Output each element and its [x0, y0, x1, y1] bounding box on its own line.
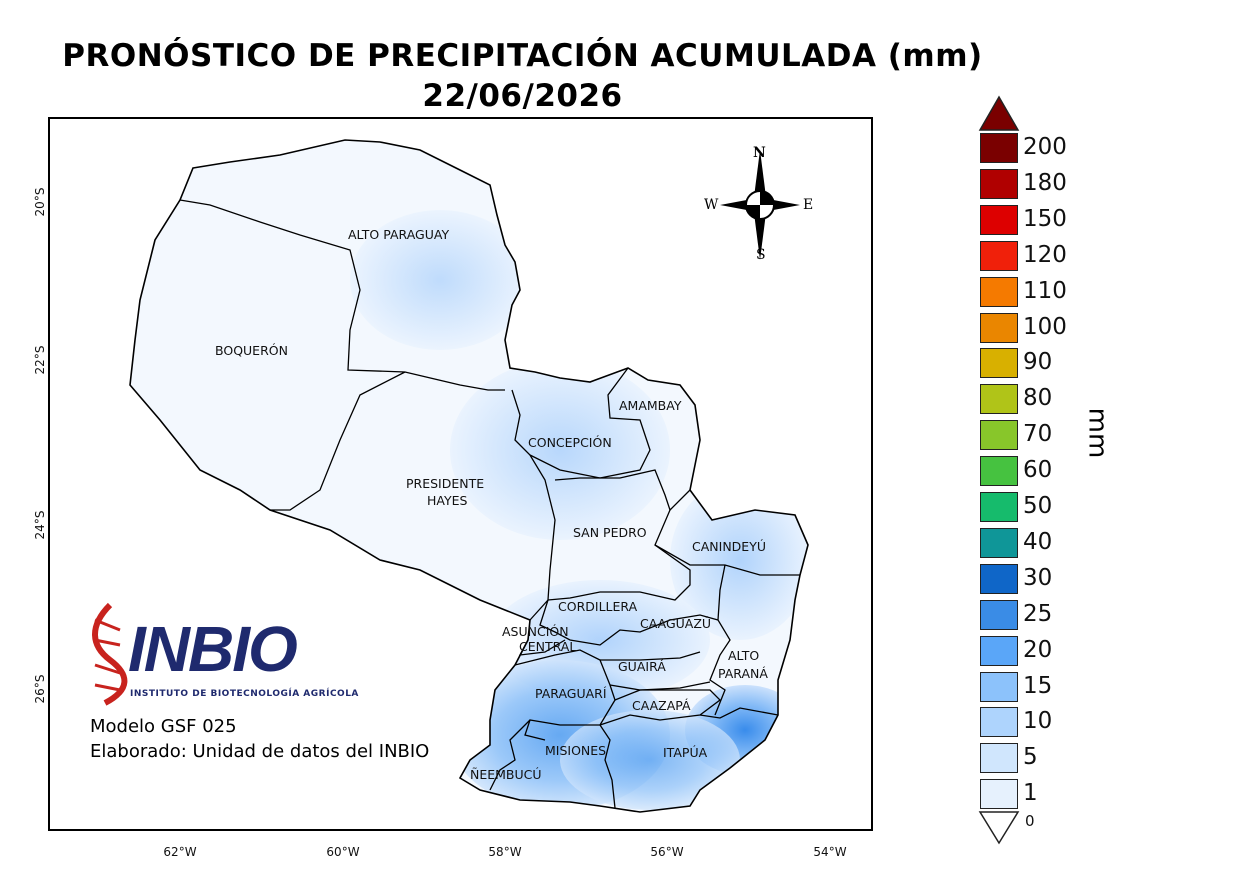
dept-alto-parana-1: ALTO [728, 648, 760, 663]
legend-label: 15 [1023, 672, 1053, 699]
dept-neembucu: ÑEEMBUCÚ [470, 767, 542, 782]
lon-label-62: 62°W [163, 845, 197, 859]
dept-paraguari: PARAGUARÍ [535, 686, 607, 701]
compass-n: N [753, 145, 766, 161]
dept-caaguazu: CAAGUAZÚ [640, 616, 712, 631]
legend-swatch [980, 312, 1018, 343]
map-frame [48, 117, 873, 831]
dept-amambay: AMAMBAY [619, 398, 682, 413]
legend-swatch [980, 384, 1018, 415]
legend-label: 110 [1023, 277, 1067, 304]
legend-swatch [980, 133, 1018, 163]
lon-label-58: 58°W [488, 845, 522, 859]
legend-swatch [980, 635, 1018, 666]
legend-label: 200 [1023, 134, 1067, 160]
lon-label-56: 56°W [650, 845, 684, 859]
lat-label-24: 24°S [33, 510, 47, 540]
legend-label: 120 [1023, 241, 1067, 268]
lat-label-20: 20°S [33, 187, 47, 217]
legend-label: 25 [1023, 600, 1053, 627]
legend-label: 1 [1023, 780, 1038, 807]
legend-label: 150 [1023, 205, 1067, 232]
legend-label: 30 [1023, 564, 1053, 591]
legend-swatch [980, 563, 1018, 594]
map-title: PRONÓSTICO DE PRECIPITACIÓN ACUMULADA (m… [62, 38, 983, 74]
department-borders [179, 199, 800, 809]
compass-s: S [756, 247, 766, 263]
legend-label: 40 [1023, 528, 1053, 555]
dept-canindeyu: CANINDEYÚ [692, 539, 766, 554]
legend-top-arrow [978, 95, 1020, 131]
legend-label: 80 [1023, 385, 1053, 412]
dept-caazapa: CAAZAPÁ [632, 698, 691, 713]
legend-swatch [980, 527, 1018, 558]
dept-concepcion: CONCEPCIÓN [528, 435, 612, 450]
legend-label: 90 [1023, 349, 1053, 376]
legend-label: 20 [1023, 636, 1053, 663]
dept-cordillera: CORDILLERA [558, 599, 638, 614]
legend-label: 50 [1023, 493, 1053, 519]
legend-swatch [980, 240, 1018, 271]
legend-swatch [980, 779, 1018, 810]
logo-name: INBIO [128, 613, 298, 685]
legend-swatch [980, 743, 1018, 774]
dept-misiones: MISIONES [545, 743, 607, 758]
lat-label-26: 26°S [33, 674, 47, 704]
dept-asuncion-1: ASUNCIÓN [502, 624, 569, 639]
model-info: Modelo GSF 025 [90, 716, 237, 737]
legend-swatch [980, 204, 1018, 235]
legend-swatch [980, 492, 1018, 522]
inbio-logo-icon [92, 602, 128, 706]
compass-w: W [704, 197, 719, 213]
dept-asuncion-2: CENTRAL [519, 639, 577, 654]
legend-swatch [980, 348, 1018, 379]
dept-alto-paraguay: ALTO PARAGUAY [348, 227, 450, 242]
legend-bottom-arrow [978, 811, 1020, 845]
legend-swatch [980, 168, 1018, 199]
author-info: Elaborado: Unidad de datos del INBIO [90, 741, 430, 762]
dept-presidente-hayes-2: HAYES [427, 493, 468, 508]
legend-label: 60 [1023, 457, 1053, 484]
dept-guaira: GUAIRÁ [618, 659, 666, 674]
compass-e: E [803, 197, 814, 213]
legend-swatch [980, 707, 1018, 738]
legend-label: 70 [1023, 421, 1053, 448]
dept-presidente-hayes-1: PRESIDENTE [406, 476, 485, 491]
legend-unit: mm [1082, 407, 1113, 459]
dept-san-pedro: SAN PEDRO [573, 525, 647, 540]
legend-swatch [980, 420, 1018, 451]
legend-label: 180 [1023, 169, 1067, 196]
legend-zero-label: 0 [1025, 812, 1035, 830]
map-date: 22/06/2026 [422, 78, 623, 114]
lat-label-22: 22°S [33, 345, 47, 375]
legend-swatch [980, 671, 1018, 702]
country-outline [129, 139, 809, 813]
dept-alto-parana-2: PARANÁ [718, 666, 768, 681]
legend-label: 5 [1023, 744, 1038, 771]
logo-subtitle: INSTITUTO DE BIOTECNOLOGÍA AGRÍCOLA [130, 689, 359, 699]
dept-itapua: ITAPÚA [663, 745, 708, 760]
legend-swatch [980, 599, 1018, 630]
legend-label: 100 [1023, 313, 1067, 340]
compass-rose-icon [720, 150, 800, 260]
legend-swatch [980, 456, 1018, 487]
lon-label-60: 60°W [326, 845, 360, 859]
dept-boqueron: BOQUERÓN [215, 343, 288, 358]
lon-label-54: 54°W [813, 845, 847, 859]
legend-swatch [980, 276, 1018, 307]
legend-label: 10 [1023, 708, 1053, 735]
